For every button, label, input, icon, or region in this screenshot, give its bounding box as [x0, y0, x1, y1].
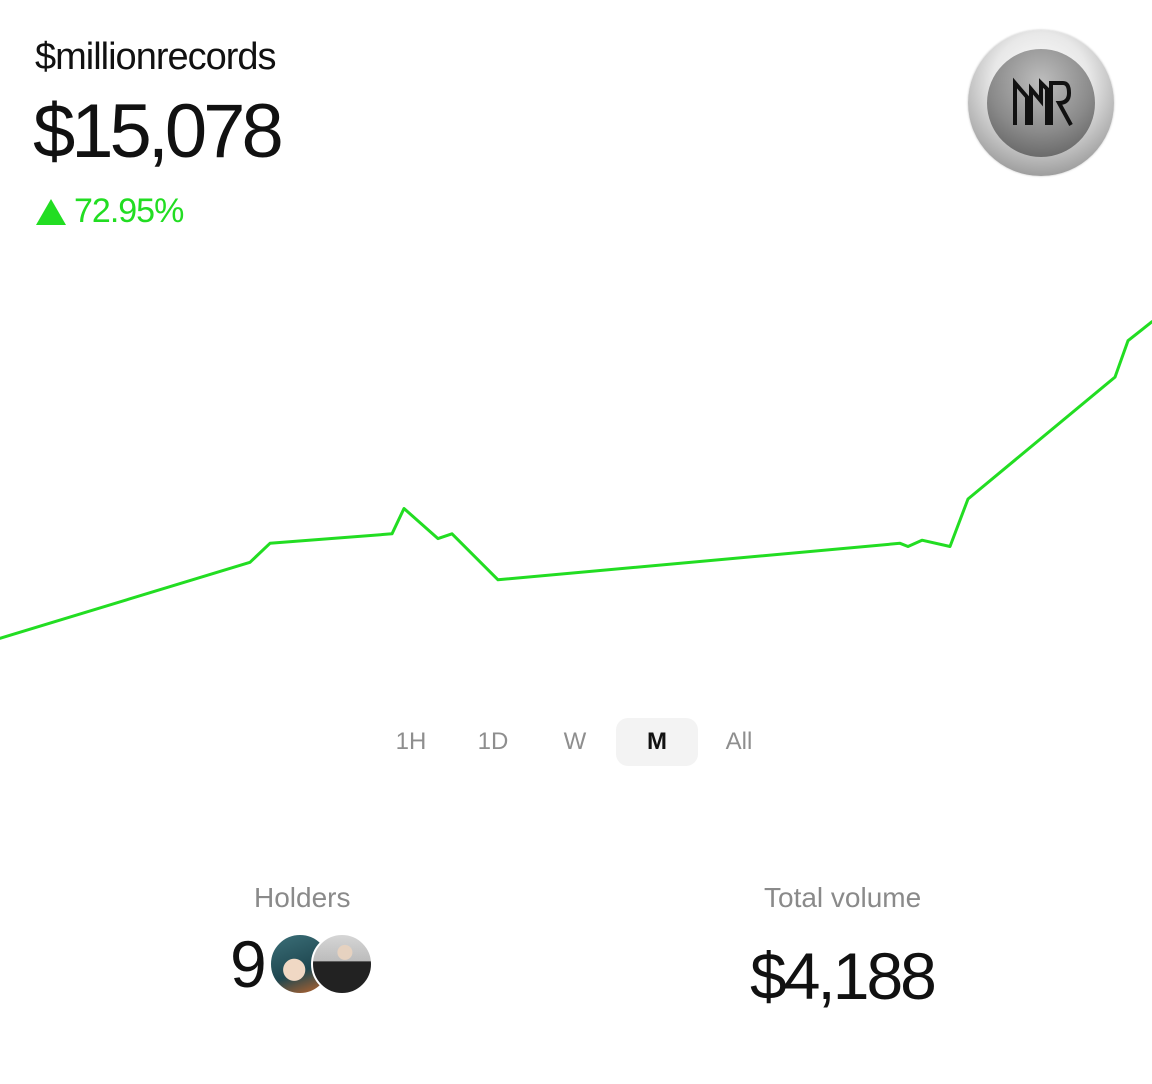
mr-monogram-logo — [968, 30, 1114, 176]
price-change: 72.95% — [36, 192, 184, 231]
holders-label: Holders — [254, 882, 351, 913]
holders-count: 9 — [230, 927, 267, 1001]
total-volume-value: $4,188 — [750, 939, 937, 1013]
price-line — [0, 320, 1152, 640]
triangle-up-icon — [36, 198, 66, 225]
token-ticker: $millionrecords — [35, 36, 277, 78]
range-1h[interactable]: 1H — [395, 728, 427, 755]
range-m[interactable]: M — [616, 718, 698, 766]
time-range-selector: 1H 1D W M All — [370, 718, 780, 766]
logo-monogram-icon — [1013, 77, 1073, 126]
price-chart[interactable] — [0, 250, 1152, 690]
range-1d[interactable]: 1D — [477, 728, 509, 755]
price-change-value: 72.95% — [74, 192, 184, 230]
total-volume-label: Total volume — [764, 882, 922, 913]
token-price: $15,078 — [33, 89, 284, 174]
range-all[interactable]: All — [725, 728, 753, 755]
holders-summary[interactable]: 9 — [230, 926, 373, 1002]
holder-avatar[interactable] — [310, 933, 373, 995]
range-w[interactable]: W — [563, 728, 587, 755]
